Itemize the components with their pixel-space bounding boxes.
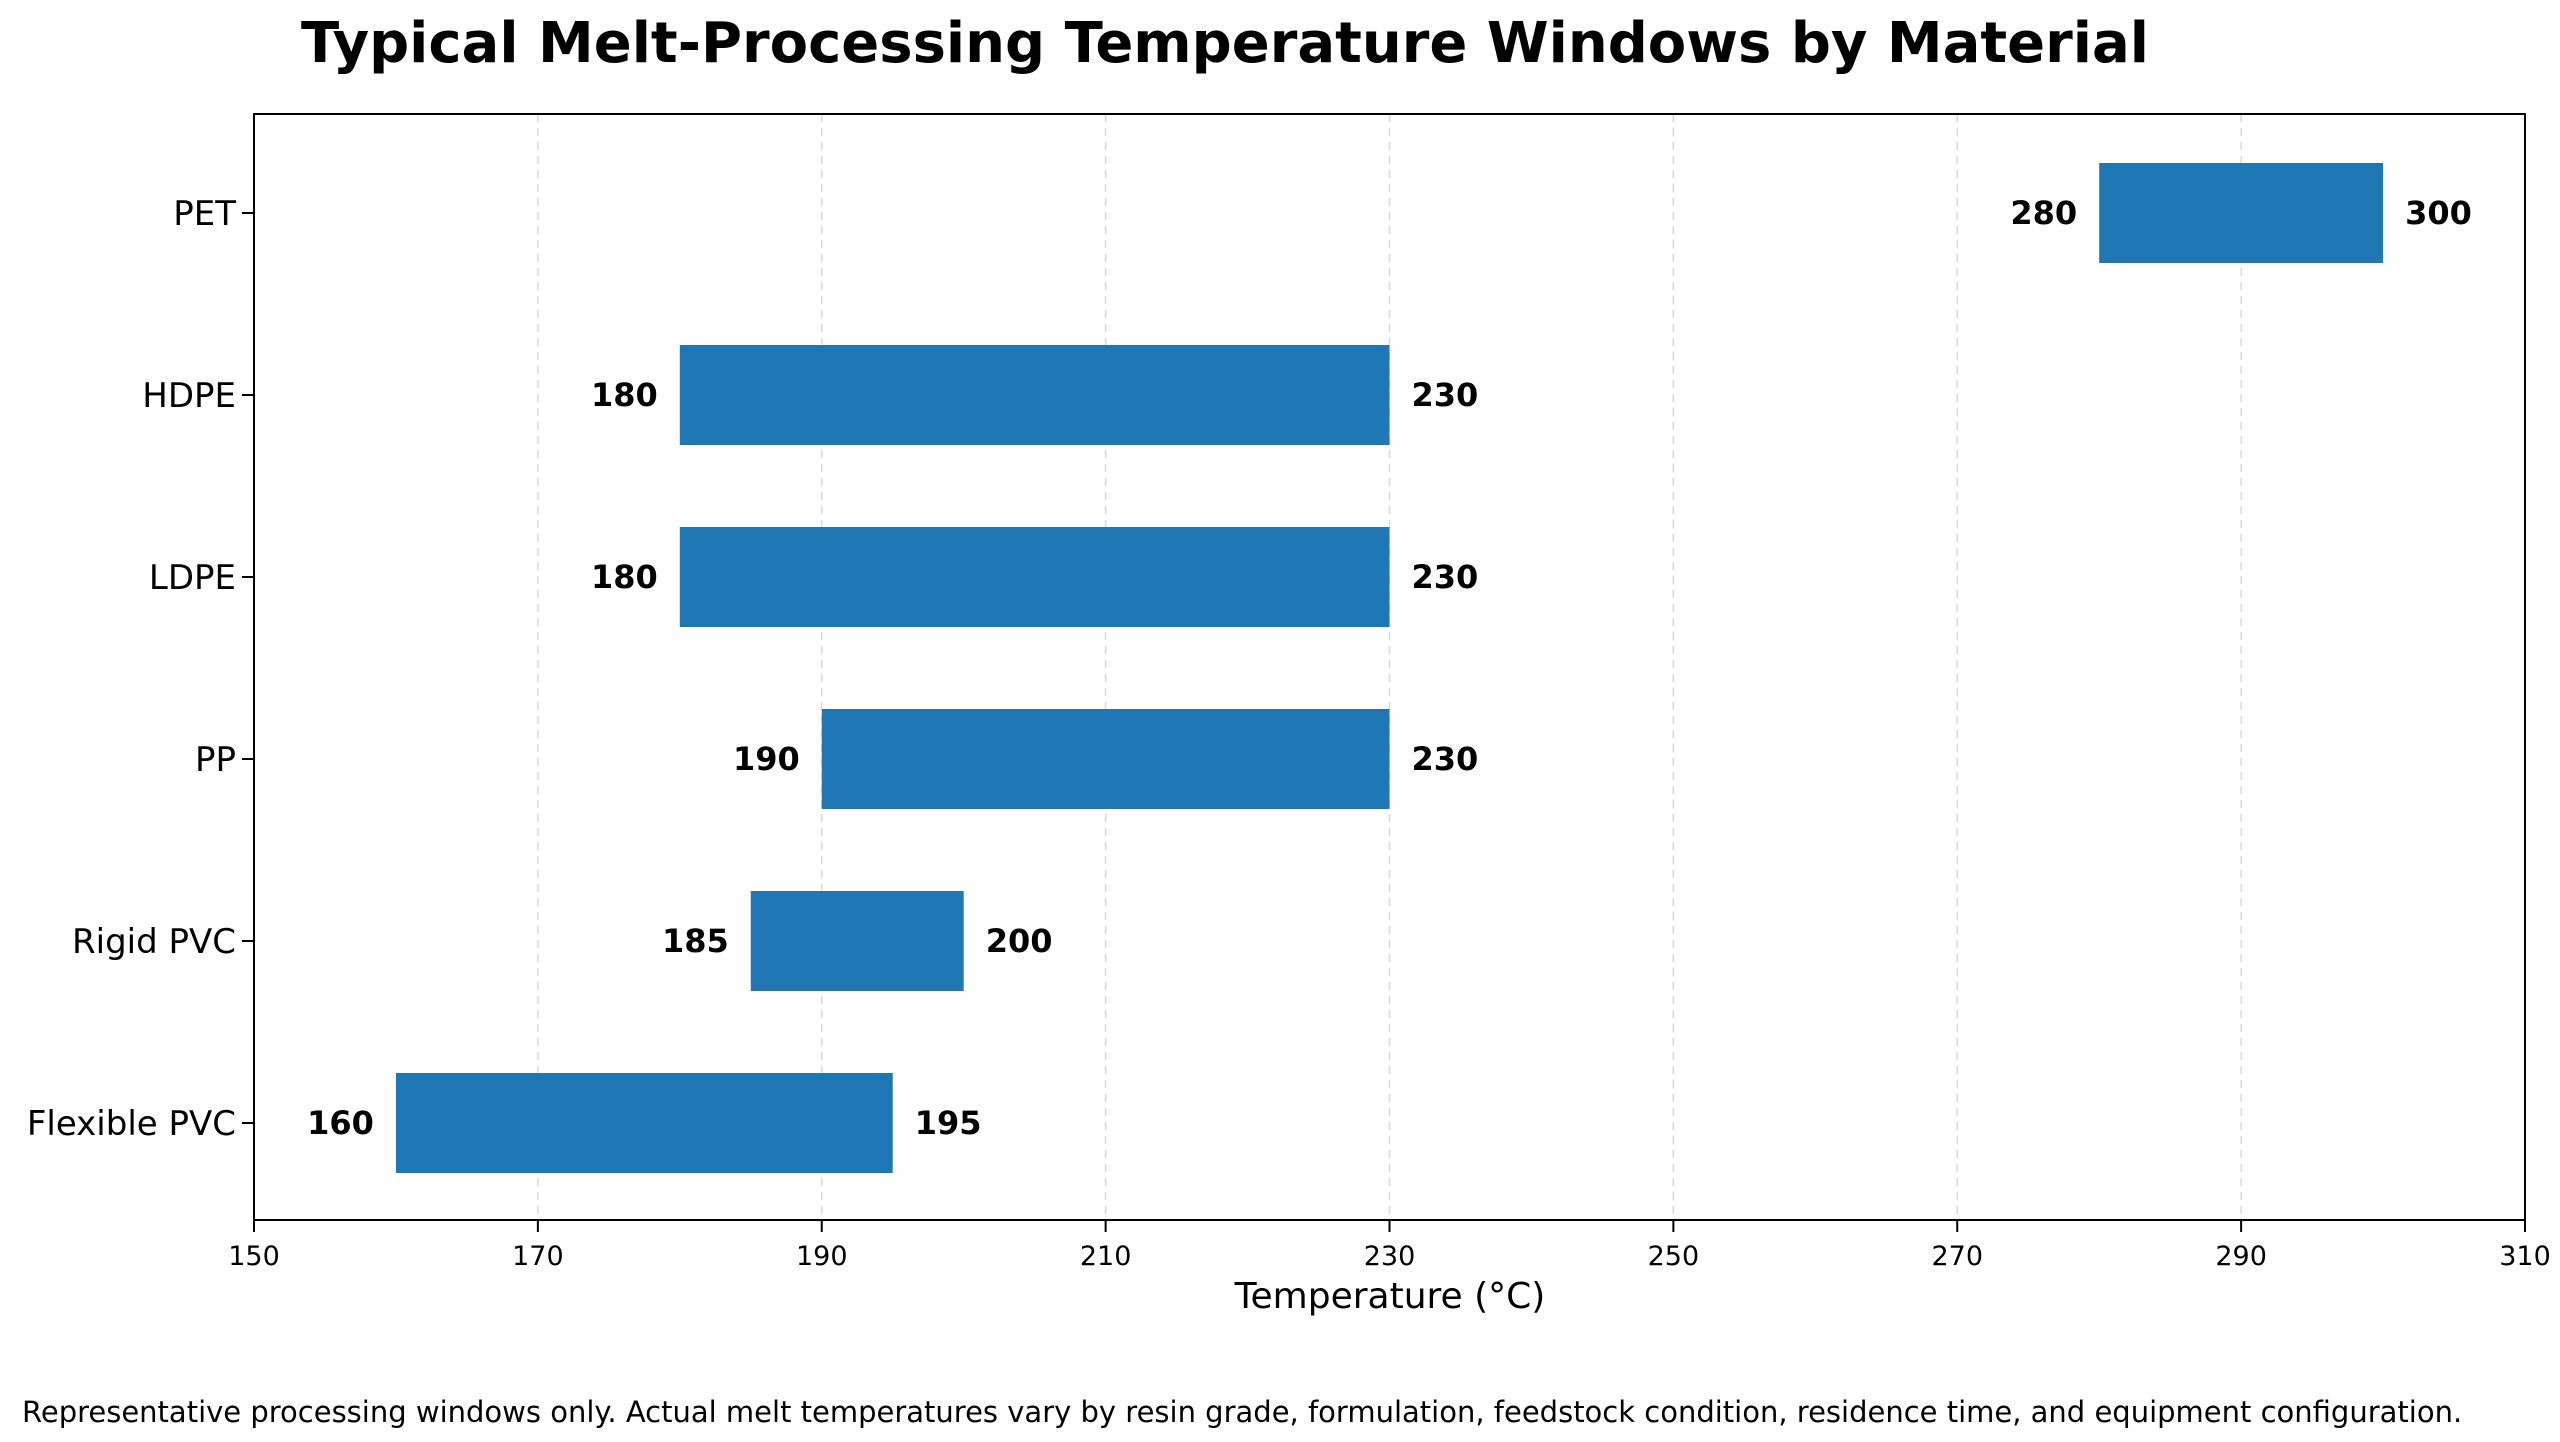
bar-low-label: 180: [591, 376, 658, 414]
y-tick-label: PET: [173, 194, 236, 234]
range-bar: [750, 891, 964, 991]
x-tick-label: 170: [512, 1241, 564, 1272]
bar-low-label: 160: [307, 1104, 374, 1142]
x-tick-label: 190: [796, 1241, 848, 1272]
y-axis-ticks: PET HDPE LDPE PP Rigid PVC Flexible PVC: [27, 194, 254, 1144]
bars: 280 300 180 230 180 230 190 230 185 200 160 195: [307, 163, 2472, 1173]
footnote: Representative processing windows only. …: [22, 1395, 2462, 1429]
x-tick-label: 230: [1364, 1241, 1416, 1272]
range-bar: [2099, 163, 2384, 263]
bar-high-label: 200: [986, 922, 1053, 960]
bar-high-label: 230: [1412, 558, 1479, 596]
x-tick-label: 310: [2499, 1241, 2551, 1272]
bar-low-label: 280: [2010, 194, 2077, 232]
grid-lines: [537, 114, 2242, 1220]
x-tick-label: 150: [228, 1241, 280, 1272]
y-tick-label: PP: [195, 740, 236, 780]
range-bar: [679, 345, 1390, 445]
range-bar: [395, 1073, 893, 1173]
y-tick-label: HDPE: [142, 376, 236, 416]
bar-high-label: 230: [1412, 376, 1479, 414]
bar-low-label: 180: [591, 558, 658, 596]
y-tick-label: Flexible PVC: [27, 1104, 236, 1144]
x-axis-ticks: 150 170 190 210 230 250 270 290 310: [228, 1220, 2551, 1272]
x-tick-label: 290: [2215, 1241, 2267, 1272]
x-tick-label: 250: [1648, 1241, 1700, 1272]
y-tick-label: Rigid PVC: [72, 922, 236, 962]
range-bar: [821, 709, 1390, 809]
bar-high-label: 300: [2405, 194, 2472, 232]
range-bar: [679, 527, 1390, 627]
x-axis-label: Temperature (°C): [1234, 1276, 1546, 1317]
x-tick-label: 210: [1080, 1241, 1132, 1272]
bar-low-label: 190: [733, 740, 800, 778]
bar-high-label: 195: [915, 1104, 982, 1142]
bar-high-label: 230: [1412, 740, 1479, 778]
x-tick-label: 270: [1931, 1241, 1983, 1272]
chart-title: Typical Melt-Processing Temperature Wind…: [301, 11, 2149, 76]
bar-low-label: 185: [662, 922, 729, 960]
y-tick-label: LDPE: [149, 558, 236, 598]
